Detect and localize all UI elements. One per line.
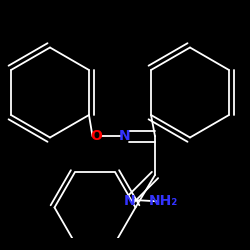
Text: N: N: [124, 194, 136, 208]
Text: NH₂: NH₂: [149, 194, 178, 208]
Text: O: O: [90, 129, 102, 143]
Text: N: N: [119, 129, 131, 143]
